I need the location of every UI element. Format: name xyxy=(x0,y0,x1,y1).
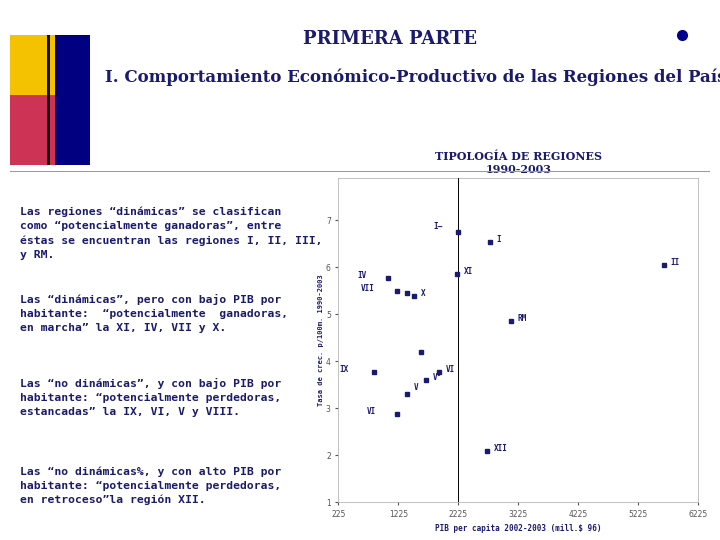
Text: Las regiones “dinámicas” se clasifican
como “potencialmente ganadoras”, entre
és: Las regiones “dinámicas” se clasifican c… xyxy=(20,206,323,260)
Text: PRIMERA PARTE: PRIMERA PARTE xyxy=(303,30,477,48)
Text: XI: XI xyxy=(464,267,473,276)
Text: Las “dinámicas”, pero con bajo PIB por
habitante:  “potencialmente  ganadoras,
e: Las “dinámicas”, pero con bajo PIB por h… xyxy=(20,294,288,333)
Text: Las “no dinámicas”, y con bajo PIB por
habitante: “potencialmente perdedoras,
es: Las “no dinámicas”, y con bajo PIB por h… xyxy=(20,378,281,417)
Bar xyxy=(10,171,710,172)
Text: Las “no dinámicas%, y con alto PIB por
habitante: “potencialmente perdedoras,
en: Las “no dinámicas%, y con alto PIB por h… xyxy=(20,466,281,505)
Bar xyxy=(10,95,75,165)
Text: I–: I– xyxy=(433,222,442,232)
Title: TIPOLOGÍA DE REGIONES
1990-2003: TIPOLOGÍA DE REGIONES 1990-2003 xyxy=(435,151,602,174)
Text: XII: XII xyxy=(494,443,508,453)
Text: RM: RM xyxy=(518,314,527,323)
Bar xyxy=(55,35,90,165)
Text: X: X xyxy=(420,288,426,298)
X-axis label: PIB per capita 2002-2003 (mill.$ 96): PIB per capita 2002-2003 (mill.$ 96) xyxy=(435,524,602,534)
Text: II: II xyxy=(671,258,680,267)
Text: VI: VI xyxy=(366,407,376,416)
Text: V: V xyxy=(414,383,418,392)
Text: V°: V° xyxy=(433,373,442,382)
Y-axis label: Tasa de crec. p/100m. 1990-2003: Tasa de crec. p/100m. 1990-2003 xyxy=(318,274,325,406)
Text: IX: IX xyxy=(339,364,348,374)
Text: I. Comportamiento Económico-Productivo de las Regiones del País: I. Comportamiento Económico-Productivo d… xyxy=(105,68,720,85)
Bar xyxy=(10,35,75,110)
Text: VI: VI xyxy=(446,364,455,374)
Text: IV: IV xyxy=(357,271,366,280)
Text: VII: VII xyxy=(361,284,374,293)
Bar xyxy=(47,35,50,165)
Text: I: I xyxy=(497,234,501,244)
